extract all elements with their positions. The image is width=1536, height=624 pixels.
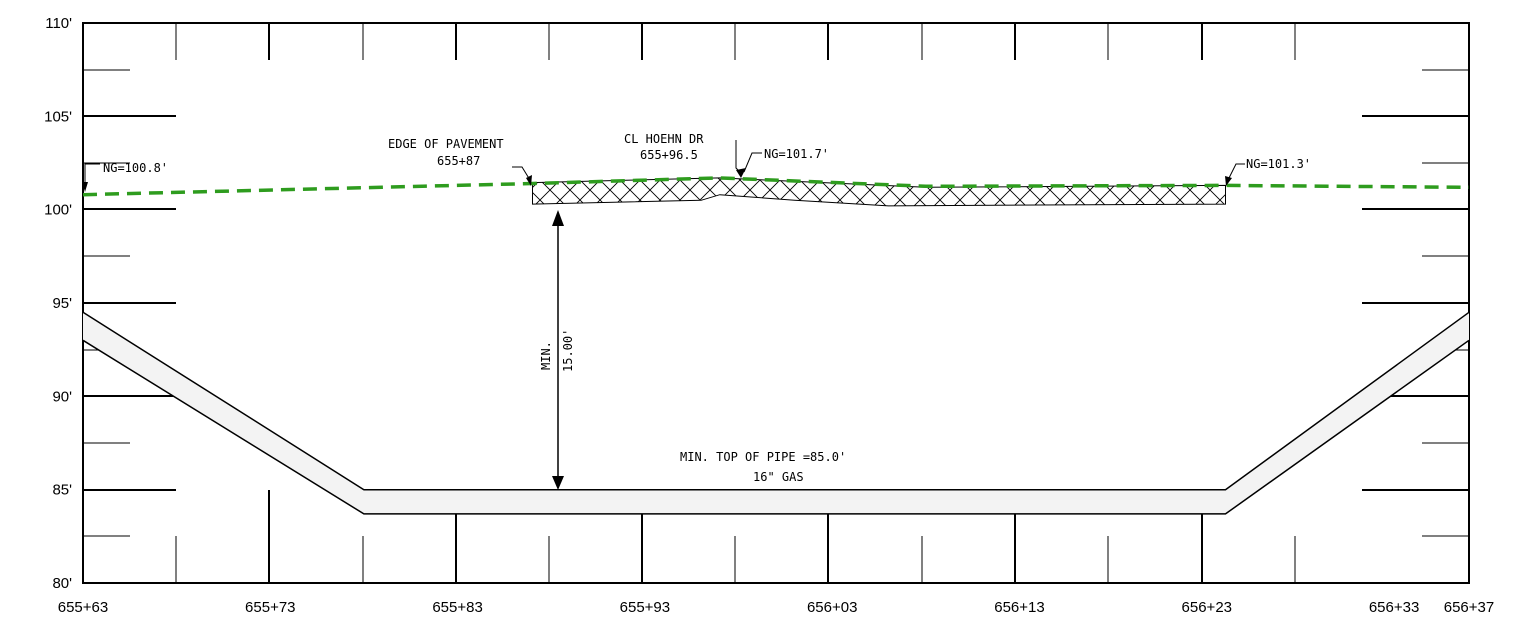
edge-of-pavement-label: EDGE OF PAVEMENT xyxy=(388,137,504,151)
centerline-label: CL HOEHN DR xyxy=(624,132,704,146)
y-tick-label: 110' xyxy=(45,15,72,32)
x-tick-label: 656+23 xyxy=(1182,599,1232,616)
x-tick-label: 655+93 xyxy=(620,599,670,616)
pipe-top-line xyxy=(82,311,1470,491)
cover-min-label: MIN. xyxy=(539,341,553,370)
x-tick-label: 655+73 xyxy=(245,599,295,616)
x-tick-label: 656+37 xyxy=(1444,599,1494,616)
y-tick-label: 80' xyxy=(52,575,72,592)
x-tick-label: 655+83 xyxy=(432,599,482,616)
y-tick-label: 90' xyxy=(52,388,72,405)
y-axis-labels: 80' 85' 90' 95' 100' 105' 110' xyxy=(44,15,72,592)
half-station-ticks xyxy=(175,23,1296,583)
pipe-size-label: 16" GAS xyxy=(753,470,804,484)
pipe-bottom-line xyxy=(82,339,1470,515)
pavement-section xyxy=(532,177,1226,207)
leader-lines xyxy=(82,140,1245,192)
x-axis-labels: 655+63 655+73 655+83 655+93 656+03 656+13 656+… xyxy=(58,599,1494,616)
natural-ground-line xyxy=(82,176,1470,197)
ng-right-label: NG=101.3' xyxy=(1246,157,1311,171)
y-tick-label: 100' xyxy=(44,202,72,219)
x-tick-label: 655+63 xyxy=(58,599,108,616)
cover-value-label: 15.00' xyxy=(561,329,575,372)
y-tick-label: 105' xyxy=(44,108,72,125)
x-tick-label: 656+03 xyxy=(807,599,857,616)
centerline-station-label: 655+96.5 xyxy=(640,148,698,162)
cover-dimension xyxy=(552,210,564,490)
ng-center-label: NG=101.7' xyxy=(764,147,829,161)
ng-left-label: NG=100.8' xyxy=(103,161,168,175)
pipe-top-label: MIN. TOP OF PIPE =85.0' xyxy=(680,450,846,464)
x-tick-label: 656+33 xyxy=(1369,599,1419,616)
x-tick-label: 656+13 xyxy=(994,599,1044,616)
y-tick-label: 85' xyxy=(52,482,72,499)
y-tick-label: 95' xyxy=(52,295,72,312)
edge-station-label: 655+87 xyxy=(437,154,480,168)
elevation-ticks xyxy=(83,115,1469,491)
